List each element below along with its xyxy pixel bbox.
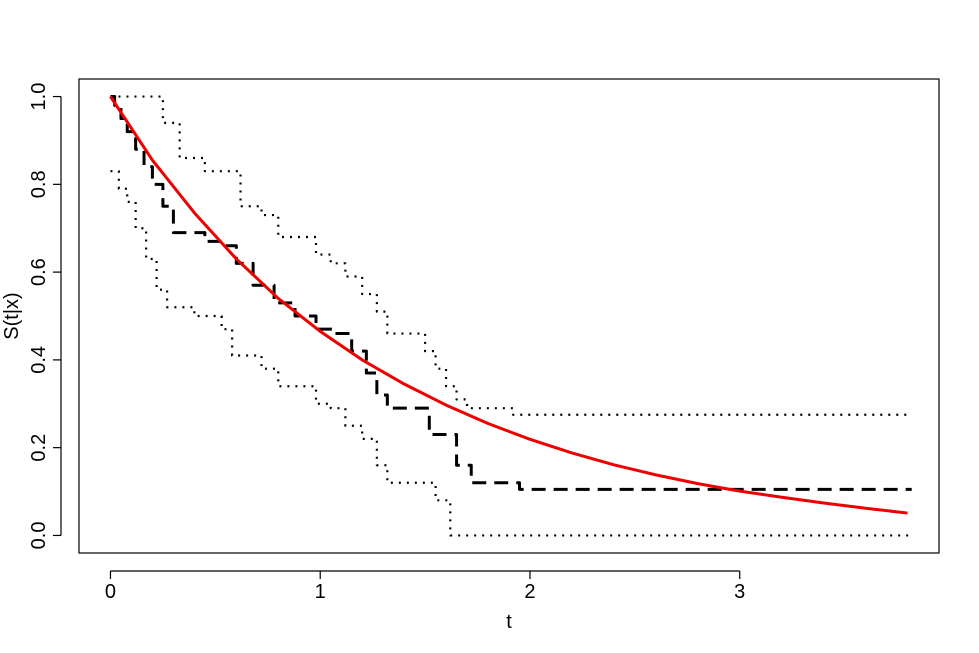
- model-red-line: [109, 95, 908, 515]
- y-tick-label: 1.0: [28, 83, 50, 111]
- y-tick-label: 0.6: [28, 258, 50, 286]
- y-tick-label: 0.4: [28, 346, 50, 374]
- x-tick-label: 0: [105, 581, 116, 603]
- y-tick-label: 0.8: [28, 170, 50, 198]
- bound-dotted-line: [110, 170, 912, 537]
- y-tick-label: 0.2: [28, 434, 50, 462]
- estimate-dashed-line: [110, 95, 912, 491]
- series-layer: [109, 95, 912, 537]
- x-tick-label: 1: [315, 581, 326, 603]
- y-axis-label: S(t|x): [1, 292, 23, 339]
- bound-dotted-line: [110, 95, 912, 416]
- x-axis-label: t: [506, 611, 512, 633]
- plot-frame: [78, 78, 940, 554]
- x-tick-label: 2: [524, 581, 535, 603]
- axes-layer: 0 1 2 3 0.0 0.2 0.4 0.6 0.8 1.0: [28, 83, 745, 603]
- y-tick-label: 0.0: [28, 522, 50, 550]
- x-tick-label: 3: [734, 581, 745, 603]
